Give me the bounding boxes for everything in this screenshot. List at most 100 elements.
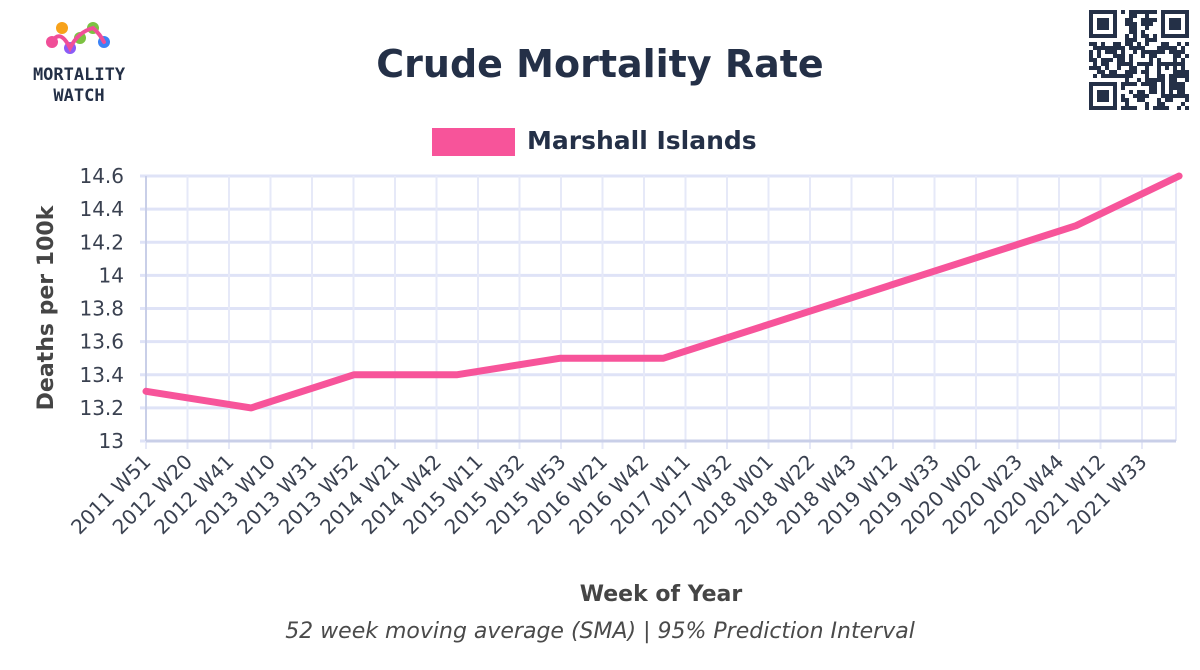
qr-module xyxy=(1145,102,1149,106)
qr-module xyxy=(1125,62,1129,66)
qr-module xyxy=(1109,74,1113,78)
qr-module xyxy=(1129,62,1133,66)
qr-module xyxy=(1133,14,1137,18)
qr-module xyxy=(1101,58,1105,62)
y-tick-label: 14.2 xyxy=(79,230,124,254)
qr-module xyxy=(1145,70,1149,74)
qr-module xyxy=(1161,106,1165,110)
qr-module xyxy=(1101,74,1105,78)
qr-module xyxy=(1177,74,1181,78)
qr-module xyxy=(1153,86,1157,90)
qr-module xyxy=(1141,34,1145,38)
qr-module xyxy=(1181,66,1185,70)
qr-module xyxy=(1161,62,1165,66)
qr-module xyxy=(1133,106,1137,110)
qr-module xyxy=(1121,106,1125,110)
qr-module xyxy=(1101,70,1105,74)
qr-module xyxy=(1113,70,1117,74)
qr-module xyxy=(1185,54,1189,58)
chart-caption: 52 week moving average (SMA) | 95% Predi… xyxy=(285,619,915,644)
qr-module xyxy=(1097,18,1109,30)
qr-module xyxy=(1169,78,1173,82)
qr-module xyxy=(1153,78,1157,82)
legend[interactable]: Marshall Islands xyxy=(432,126,757,156)
qr-module xyxy=(1145,22,1149,26)
qr-module xyxy=(1133,70,1137,74)
qr-module xyxy=(1141,70,1145,74)
qr-module xyxy=(1145,38,1149,42)
series-line xyxy=(142,172,1183,412)
qr-module xyxy=(1181,90,1185,94)
qr-module xyxy=(1141,90,1145,94)
qr-module xyxy=(1117,42,1121,46)
qr-module xyxy=(1165,62,1169,66)
y-tick-label: 13.6 xyxy=(79,330,124,354)
qr-module xyxy=(1129,22,1133,26)
qr-module xyxy=(1145,74,1149,78)
qr-module xyxy=(1149,38,1153,42)
qr-module xyxy=(1157,102,1161,106)
y-tick-label: 14.4 xyxy=(79,197,124,221)
qr-module xyxy=(1133,50,1137,54)
qr-module xyxy=(1133,30,1137,34)
y-tick-label: 14 xyxy=(99,263,124,287)
qr-module xyxy=(1173,54,1177,58)
qr-module xyxy=(1129,10,1133,14)
qr-module xyxy=(1169,46,1173,50)
qr-module xyxy=(1093,74,1097,78)
y-tick-label: 13.2 xyxy=(79,396,124,420)
y-axis-ticks: 13 13.2 13.4 13.6 13.8 14 14.2 14.4 14.6 xyxy=(79,164,124,453)
qr-module xyxy=(1129,82,1133,86)
qr-module xyxy=(1141,30,1145,34)
qr-module xyxy=(1161,82,1165,86)
qr-module xyxy=(1149,22,1153,26)
qr-module xyxy=(1117,46,1121,50)
logo-mark-icon xyxy=(46,22,110,54)
logo-line1: MORTALITY xyxy=(33,65,126,85)
qr-module xyxy=(1153,18,1157,22)
qr-module xyxy=(1133,26,1137,30)
qr-module xyxy=(1125,82,1129,86)
qr-module xyxy=(1109,58,1113,62)
qr-module xyxy=(1089,54,1093,58)
qr-module xyxy=(1125,34,1129,38)
qr-module xyxy=(1185,74,1189,78)
qr-module xyxy=(1145,42,1149,46)
qr-module xyxy=(1109,50,1113,54)
qr-module xyxy=(1097,70,1101,74)
qr-module xyxy=(1117,58,1121,62)
qr-module xyxy=(1141,94,1145,98)
qr-module xyxy=(1129,38,1133,42)
qr-module xyxy=(1157,106,1161,110)
qr-module xyxy=(1121,62,1125,66)
qr-module xyxy=(1129,14,1133,18)
qr-module xyxy=(1181,70,1185,74)
qr-module xyxy=(1125,22,1129,26)
qr-module xyxy=(1137,94,1141,98)
qr-module xyxy=(1125,98,1129,102)
qr-module xyxy=(1161,78,1165,82)
qr-module xyxy=(1141,22,1145,26)
qr-module xyxy=(1133,82,1137,86)
qr-module xyxy=(1185,94,1189,98)
qr-module xyxy=(1097,50,1101,54)
qr-module xyxy=(1133,46,1137,50)
qr-module xyxy=(1153,90,1157,94)
qr-module xyxy=(1129,42,1133,46)
qr-code-icon[interactable] xyxy=(1089,10,1189,110)
qr-module xyxy=(1137,98,1141,102)
qr-module xyxy=(1105,66,1109,70)
qr-module xyxy=(1149,62,1153,66)
qr-module xyxy=(1173,70,1177,74)
series-layer xyxy=(142,172,1183,412)
qr-module xyxy=(1149,50,1153,54)
qr-module xyxy=(1133,94,1137,98)
qr-module xyxy=(1169,90,1173,94)
qr-module xyxy=(1169,62,1173,66)
qr-module xyxy=(1137,10,1141,14)
qr-module xyxy=(1165,66,1169,70)
qr-module xyxy=(1129,74,1133,78)
qr-module xyxy=(1145,78,1149,82)
y-tick-label: 13.8 xyxy=(79,297,124,321)
